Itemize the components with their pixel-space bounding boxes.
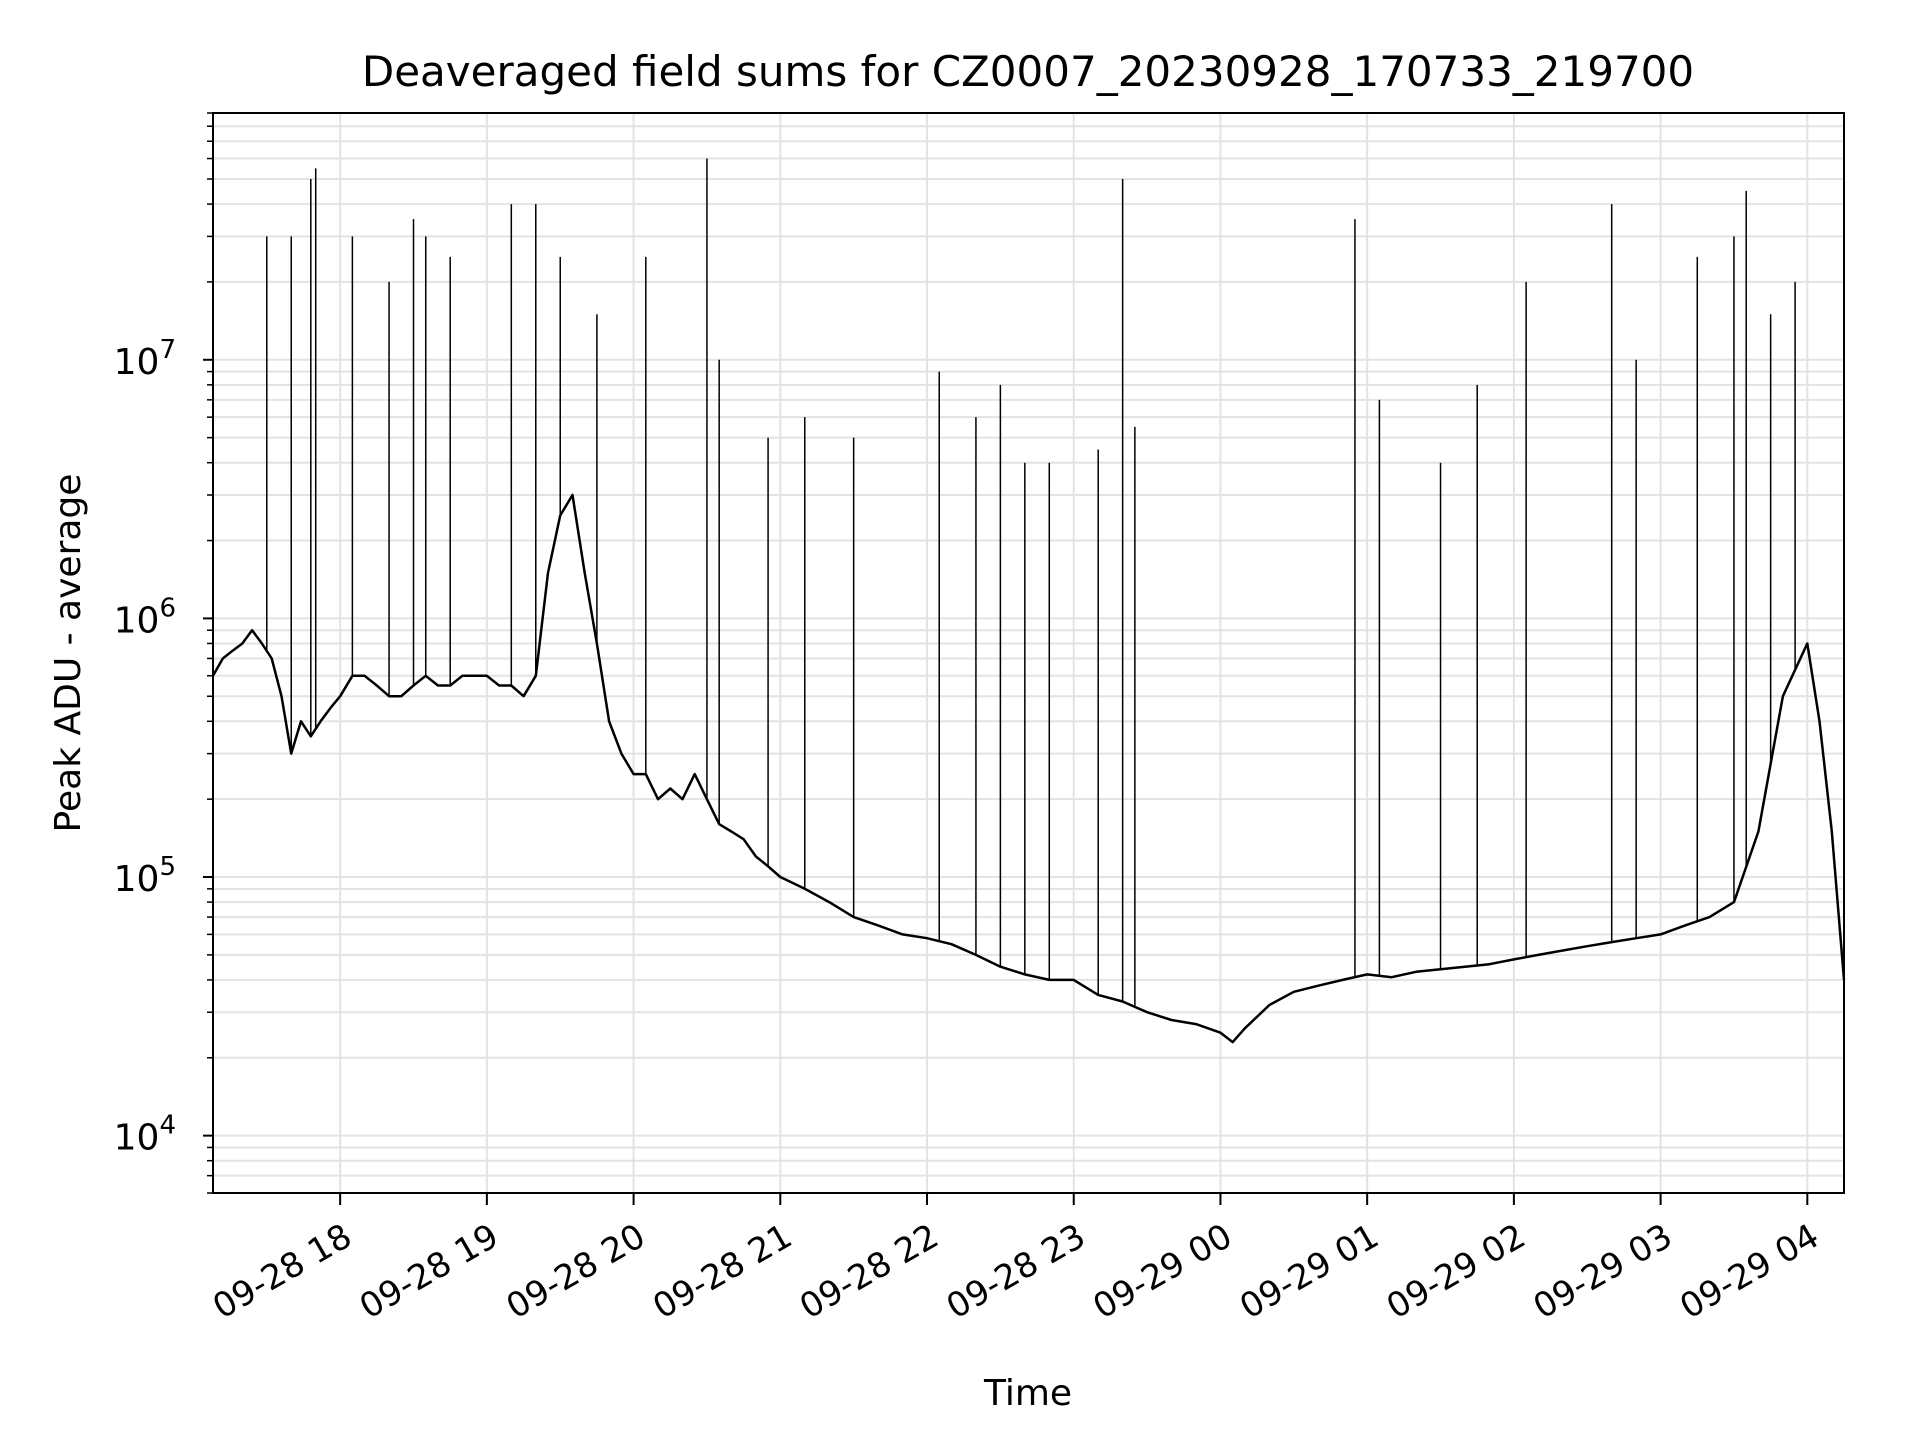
- x-tick-label: 09-28 18: [206, 1216, 358, 1327]
- plot-frame: [212, 112, 1845, 1194]
- x-tick-label: 09-28 23: [940, 1216, 1092, 1327]
- x-tick-label: 09-29 04: [1673, 1216, 1825, 1327]
- y-tick-exponent: 6: [159, 593, 176, 623]
- grid-lines: [213, 112, 1844, 1194]
- data-layer: [211, 158, 1846, 1044]
- y-tick-label: 107: [114, 335, 176, 383]
- x-tick-label: 09-29 00: [1087, 1216, 1239, 1327]
- x-tick-label: 09-28 21: [646, 1216, 798, 1327]
- y-tick-label: 105: [114, 852, 176, 900]
- y-axis-label: Peak ADU - average: [48, 474, 89, 833]
- x-tick-label: 09-29 02: [1380, 1216, 1532, 1327]
- y-tick-label: 104: [114, 1111, 176, 1159]
- x-tick-label: 09-28 19: [353, 1216, 505, 1327]
- y-axis: 104 105 106 107: [114, 112, 213, 1194]
- x-tick-label: 09-29 01: [1233, 1216, 1385, 1327]
- chart-title: Deaveraged field sums for CZ0007_2023092…: [362, 47, 1694, 96]
- x-tick-label: 09-28 22: [793, 1216, 945, 1327]
- y-tick-exponent: 7: [159, 335, 176, 365]
- y-tick-exponent: 5: [159, 852, 176, 882]
- x-tick-label: 09-28 20: [500, 1216, 652, 1327]
- series-line: [211, 493, 1846, 1044]
- y-tick-exponent: 4: [159, 1111, 176, 1141]
- x-axis-label: Time: [983, 1373, 1072, 1414]
- y-tick-label: 106: [114, 593, 176, 641]
- x-tick-label: 09-29 03: [1527, 1216, 1679, 1327]
